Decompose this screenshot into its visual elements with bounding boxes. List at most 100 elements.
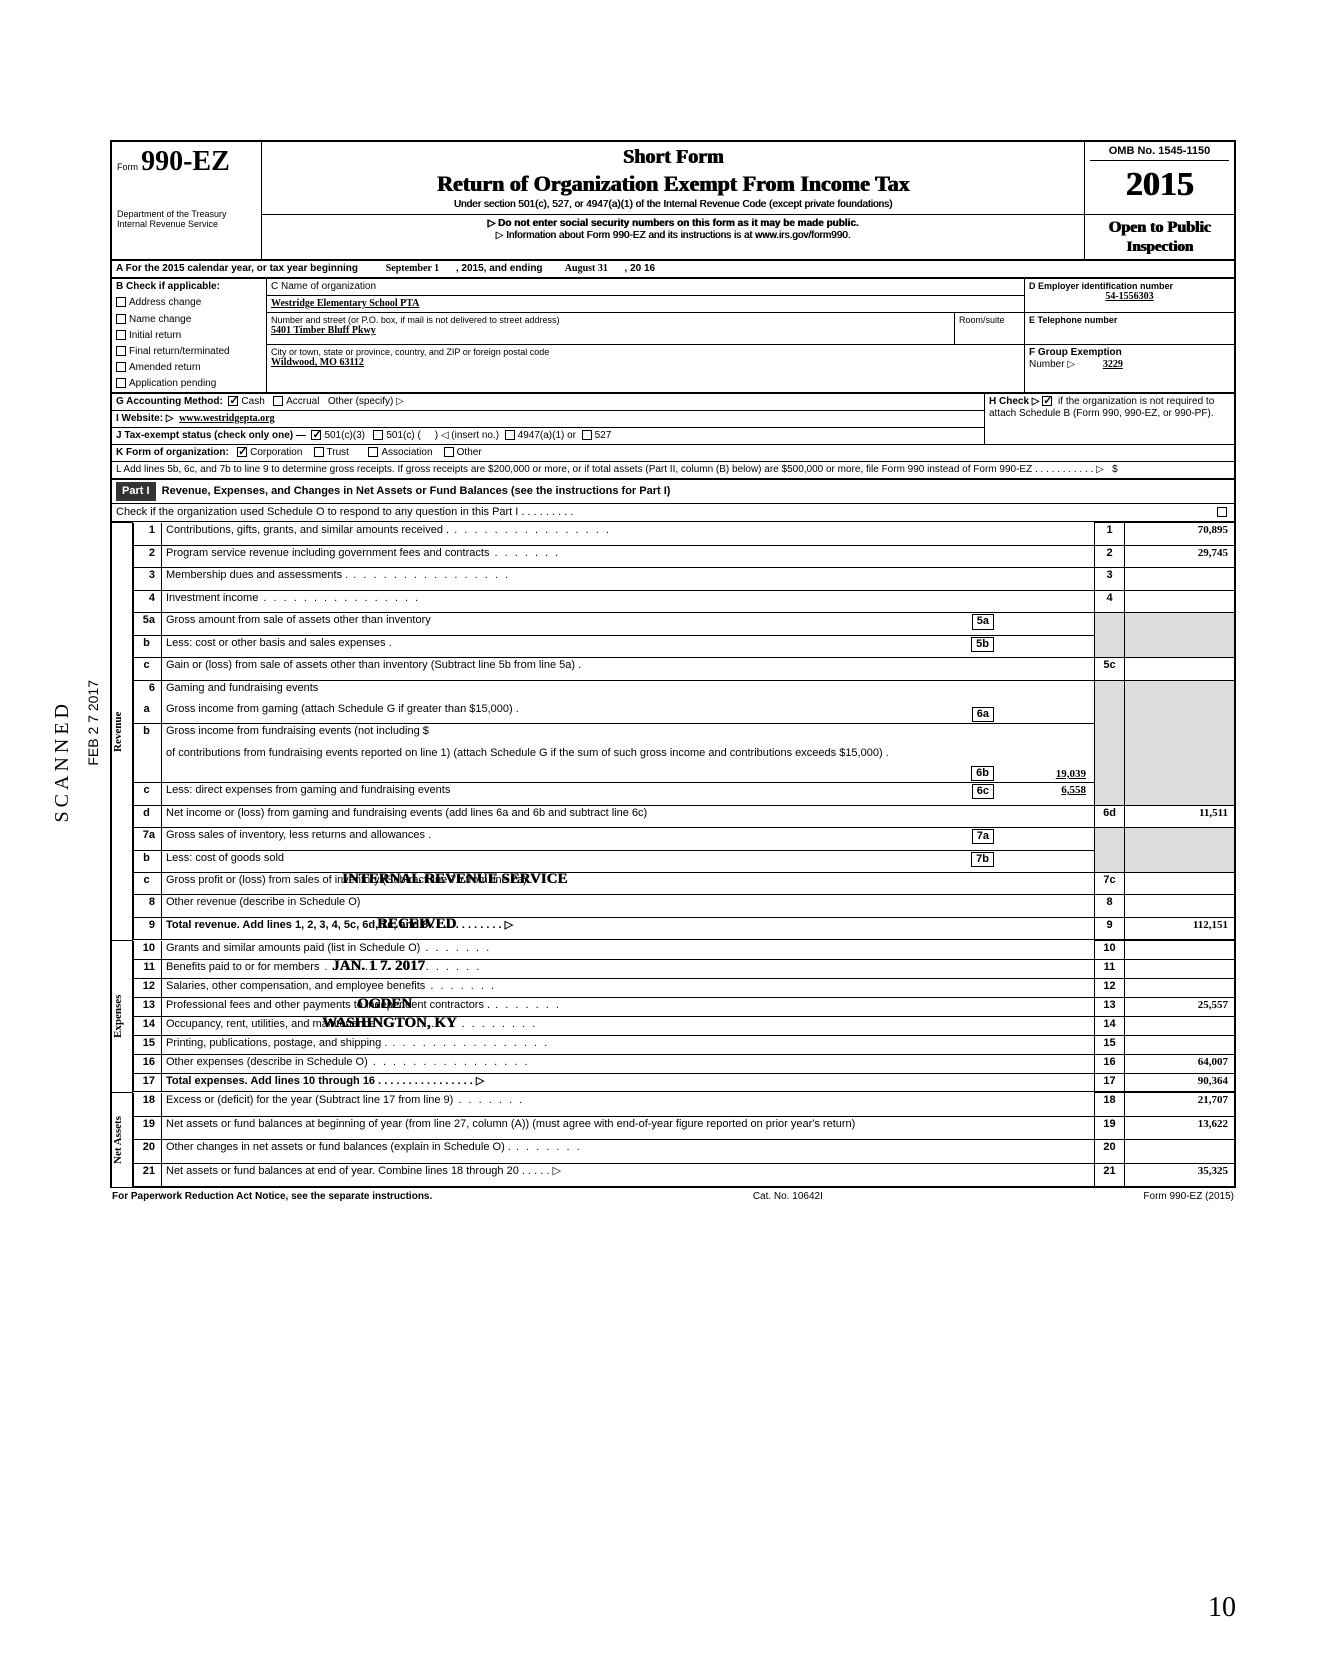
l18-amt: 21,707	[1125, 1093, 1235, 1117]
l15-rn: 15	[1095, 1035, 1125, 1054]
chk-initial-return[interactable]	[116, 330, 126, 340]
part1-title: Revenue, Expenses, and Changes in Net As…	[162, 485, 671, 497]
chk-501c3[interactable]	[311, 430, 321, 440]
chk-schedule-b[interactable]	[1042, 396, 1052, 406]
ein-value: 54-1556303	[1029, 291, 1230, 303]
expenses-section: 10Grants and similar amounts paid (list …	[133, 940, 1235, 1092]
l19-rn: 19	[1095, 1116, 1125, 1140]
form-header: Form 990-EZ Department of the Treasury I…	[111, 141, 1235, 260]
l19-d: Net assets or fund balances at beginning…	[162, 1116, 1095, 1140]
box-f-label: F Group Exemption	[1029, 347, 1230, 359]
chk-4947[interactable]	[505, 430, 515, 440]
l5a-d: Gross amount from sale of assets other t…	[166, 614, 431, 626]
l7b-n: b	[134, 850, 162, 872]
cash-label: Cash	[241, 396, 264, 407]
chk-other-org[interactable]	[444, 447, 454, 457]
l12-n: 12	[134, 979, 162, 998]
l8-d: Other revenue (describe in Schedule O)	[162, 895, 1095, 917]
chk-name-change[interactable]	[116, 314, 126, 324]
form-label: Form	[117, 162, 138, 172]
l3-n: 3	[134, 568, 162, 590]
l5c-d: Gain or (loss) from sale of assets other…	[162, 658, 1095, 680]
l5b-n: b	[134, 635, 162, 657]
l6d-rn: 6d	[1095, 805, 1125, 827]
l7a-d: Gross sales of inventory, less returns a…	[166, 829, 431, 841]
l6-n: 6	[134, 680, 162, 702]
l21-rn: 21	[1095, 1163, 1125, 1187]
l5b-d: Less: cost or other basis and sales expe…	[166, 637, 392, 649]
l9-d: Total revenue. Add lines 1, 2, 3, 4, 5c,…	[166, 919, 513, 931]
chk-app-pending[interactable]	[116, 378, 126, 388]
501c-label: 501(c) (	[386, 430, 420, 441]
l6c-d: Less: direct expenses from gaming and fu…	[166, 784, 450, 796]
l13-rn: 13	[1095, 998, 1125, 1017]
street-address: 5401 Timber Bluff Pkwy	[271, 325, 950, 337]
l16-rn: 16	[1095, 1054, 1125, 1073]
irs-stamp-1: INTERNAL REVENUE SERVICE	[342, 870, 567, 888]
chk-address-change[interactable]	[116, 297, 126, 307]
l8-rn: 8	[1095, 895, 1125, 917]
l20-d: Other changes in net assets or fund bala…	[162, 1140, 1095, 1164]
l10-amt	[1125, 941, 1235, 960]
form-number: 990-EZ	[141, 146, 230, 177]
l7b-mb: 7b	[971, 852, 994, 867]
line-k-label: K Form of organization:	[116, 447, 229, 458]
l5c-rn: 5c	[1095, 658, 1125, 680]
l10-d: Grants and similar amounts paid (list in…	[162, 941, 1095, 960]
irs-stamp-4: WASHINGTON, KY	[322, 1014, 457, 1032]
tax-year: 2015	[1090, 165, 1229, 206]
l14-n: 14	[134, 1016, 162, 1035]
501c3-label: 501(c)(3)	[324, 430, 365, 441]
info-note: ▷ Information about Form 990-EZ and its …	[267, 230, 1079, 242]
period-end-month: August 31	[565, 263, 608, 274]
chk-cash[interactable]	[228, 396, 238, 406]
l7a-mb: 7a	[972, 829, 994, 844]
city-label: City or town, state or province, country…	[271, 347, 1020, 358]
ghijkl-block: G Accounting Method: Cash Accrual Other …	[111, 393, 1235, 479]
l6d-amt: 11,511	[1125, 805, 1235, 827]
l5a-mb: 5a	[972, 614, 994, 629]
l5c-n: c	[134, 658, 162, 680]
l19-n: 19	[134, 1116, 162, 1140]
l10-n: 10	[134, 941, 162, 960]
chk-amended[interactable]	[116, 362, 126, 372]
chk-schedule-o[interactable]	[1217, 507, 1227, 517]
assoc-label: Association	[381, 447, 432, 458]
l13-amt: 25,557	[1125, 998, 1235, 1017]
l14-amt	[1125, 1016, 1235, 1035]
527-label: 527	[595, 430, 612, 441]
chk-association[interactable]	[368, 447, 378, 457]
l8-n: 8	[134, 895, 162, 917]
l6b-d2: of contributions from fundraising events…	[166, 747, 889, 759]
period-end-year: , 20 16	[625, 263, 656, 274]
line-j-label: J Tax-exempt status (check only one) —	[116, 430, 306, 441]
l21-n: 21	[134, 1163, 162, 1187]
l14-rn: 14	[1095, 1016, 1125, 1035]
chk-corporation[interactable]	[237, 447, 247, 457]
scanned-stamp: SCANNED	[50, 700, 74, 822]
l9-amt: 112,151	[1125, 917, 1235, 940]
cat-revenue: Revenue	[111, 522, 133, 940]
l8-amt	[1125, 895, 1235, 917]
l5b-mb: 5b	[971, 637, 994, 652]
main-title: Return of Organization Exempt From Incom…	[267, 171, 1079, 197]
l15-n: 15	[134, 1035, 162, 1054]
l2-amt: 29,745	[1125, 545, 1235, 567]
chk-accrual[interactable]	[273, 396, 283, 406]
l20-n: 20	[134, 1140, 162, 1164]
l3-amt	[1125, 568, 1235, 590]
chk-501c[interactable]	[373, 430, 383, 440]
l6b-d: Gross income from fundraising events (no…	[166, 725, 429, 737]
chk-final-return[interactable]	[116, 346, 126, 356]
insert-no: ) ◁ (insert no.)	[435, 430, 499, 441]
l6b-mb: 6b	[971, 766, 994, 781]
l1-d: Contributions, gifts, grants, and simila…	[162, 523, 1095, 545]
l9-rn: 9	[1095, 917, 1125, 940]
l6c-n: c	[134, 783, 162, 805]
chk-trust[interactable]	[314, 447, 324, 457]
l5c-amt	[1125, 658, 1235, 680]
short-form-title: Short Form	[267, 145, 1079, 169]
chk-527[interactable]	[582, 430, 592, 440]
l11-rn: 11	[1095, 960, 1125, 979]
net-assets-section: 18Excess or (deficit) for the year (Subt…	[133, 1092, 1235, 1187]
